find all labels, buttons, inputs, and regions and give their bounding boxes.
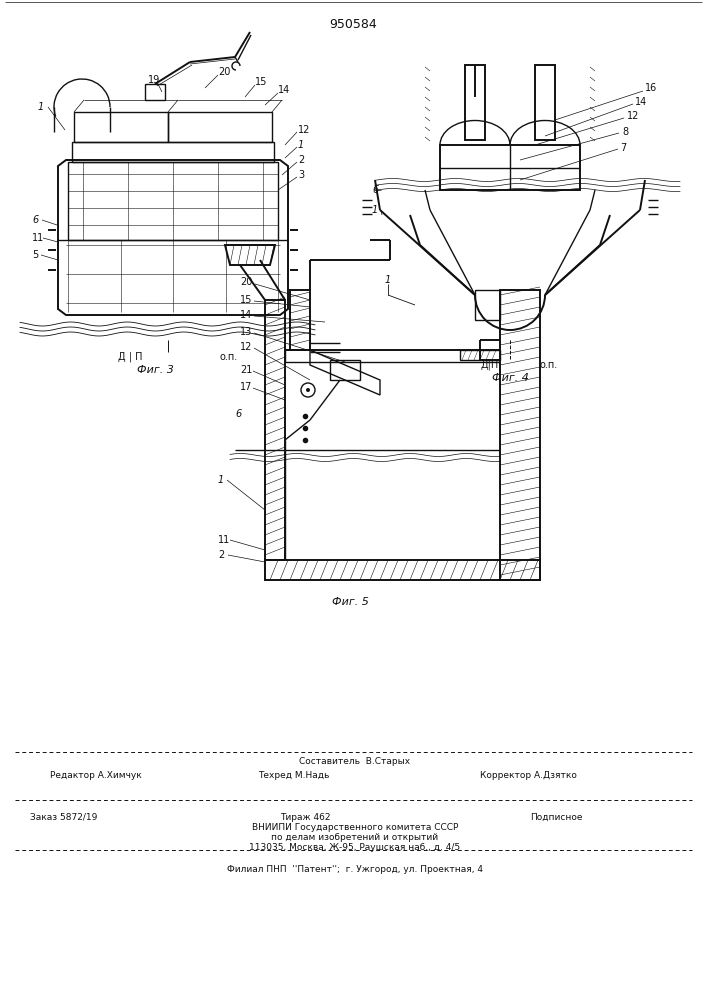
Text: Д | П: Д | П (118, 352, 142, 362)
Text: Составитель  В.Старых: Составитель В.Старых (300, 758, 411, 766)
Text: Фиг. 4: Фиг. 4 (491, 373, 528, 383)
Text: Фиг. 3: Фиг. 3 (136, 365, 173, 375)
Text: 1: 1 (218, 475, 224, 485)
Text: 1: 1 (38, 102, 45, 112)
Circle shape (306, 388, 310, 392)
Text: о.п.: о.п. (540, 360, 559, 370)
Text: 15: 15 (240, 295, 252, 305)
Text: ВНИИПИ Государственного комитета СССР: ВНИИПИ Государственного комитета СССР (252, 824, 458, 832)
Text: 21: 21 (240, 365, 252, 375)
Text: Техред М.Надь: Техред М.Надь (258, 772, 329, 780)
Text: 12: 12 (627, 111, 639, 121)
Text: 20: 20 (240, 277, 252, 287)
Text: 1: 1 (385, 275, 391, 285)
Text: 14: 14 (240, 310, 252, 320)
Text: 19: 19 (148, 75, 160, 85)
Text: 6: 6 (372, 185, 378, 195)
Text: 6: 6 (235, 409, 241, 419)
Text: 12: 12 (298, 125, 310, 135)
Text: 950584: 950584 (329, 18, 377, 31)
Text: Фиг. 5: Фиг. 5 (332, 597, 368, 607)
Text: Филиал ПНП  ''Патент'';  г. Ужгород, ул. Проектная, 4: Филиал ПНП ''Патент''; г. Ужгород, ул. П… (227, 865, 483, 874)
Text: 14: 14 (278, 85, 291, 95)
Text: 2: 2 (298, 155, 304, 165)
Text: 15: 15 (255, 77, 267, 87)
Text: 11: 11 (218, 535, 230, 545)
Text: о.п.: о.п. (220, 352, 238, 362)
Text: 14: 14 (635, 97, 647, 107)
Text: 113035, Москва, Ж-95, Раушская наб., д. 4/5: 113035, Москва, Ж-95, Раушская наб., д. … (250, 844, 460, 852)
Text: Д|П: Д|П (481, 360, 499, 370)
Text: 3: 3 (298, 170, 304, 180)
Text: 13: 13 (240, 327, 252, 337)
Text: 1: 1 (298, 140, 304, 150)
Text: Корректор А.Дзятко: Корректор А.Дзятко (480, 772, 577, 780)
Text: 20: 20 (218, 67, 230, 77)
Text: Заказ 5872/19: Заказ 5872/19 (30, 812, 98, 822)
Text: 2: 2 (218, 550, 224, 560)
Text: по делам изобретений и открытий: по делам изобретений и открытий (271, 834, 438, 842)
Text: 6: 6 (32, 215, 38, 225)
Text: 12: 12 (240, 342, 252, 352)
Text: 8: 8 (622, 127, 628, 137)
Text: 11: 11 (32, 233, 45, 243)
Text: 1: 1 (372, 205, 378, 215)
Text: 5: 5 (32, 250, 38, 260)
Text: 16: 16 (645, 83, 658, 93)
Text: 7: 7 (620, 143, 626, 153)
Text: Тираж 462: Тираж 462 (280, 812, 330, 822)
Text: Редактор А.Химчук: Редактор А.Химчук (50, 772, 141, 780)
Text: 17: 17 (240, 382, 252, 392)
Text: Подписное: Подписное (530, 812, 583, 822)
